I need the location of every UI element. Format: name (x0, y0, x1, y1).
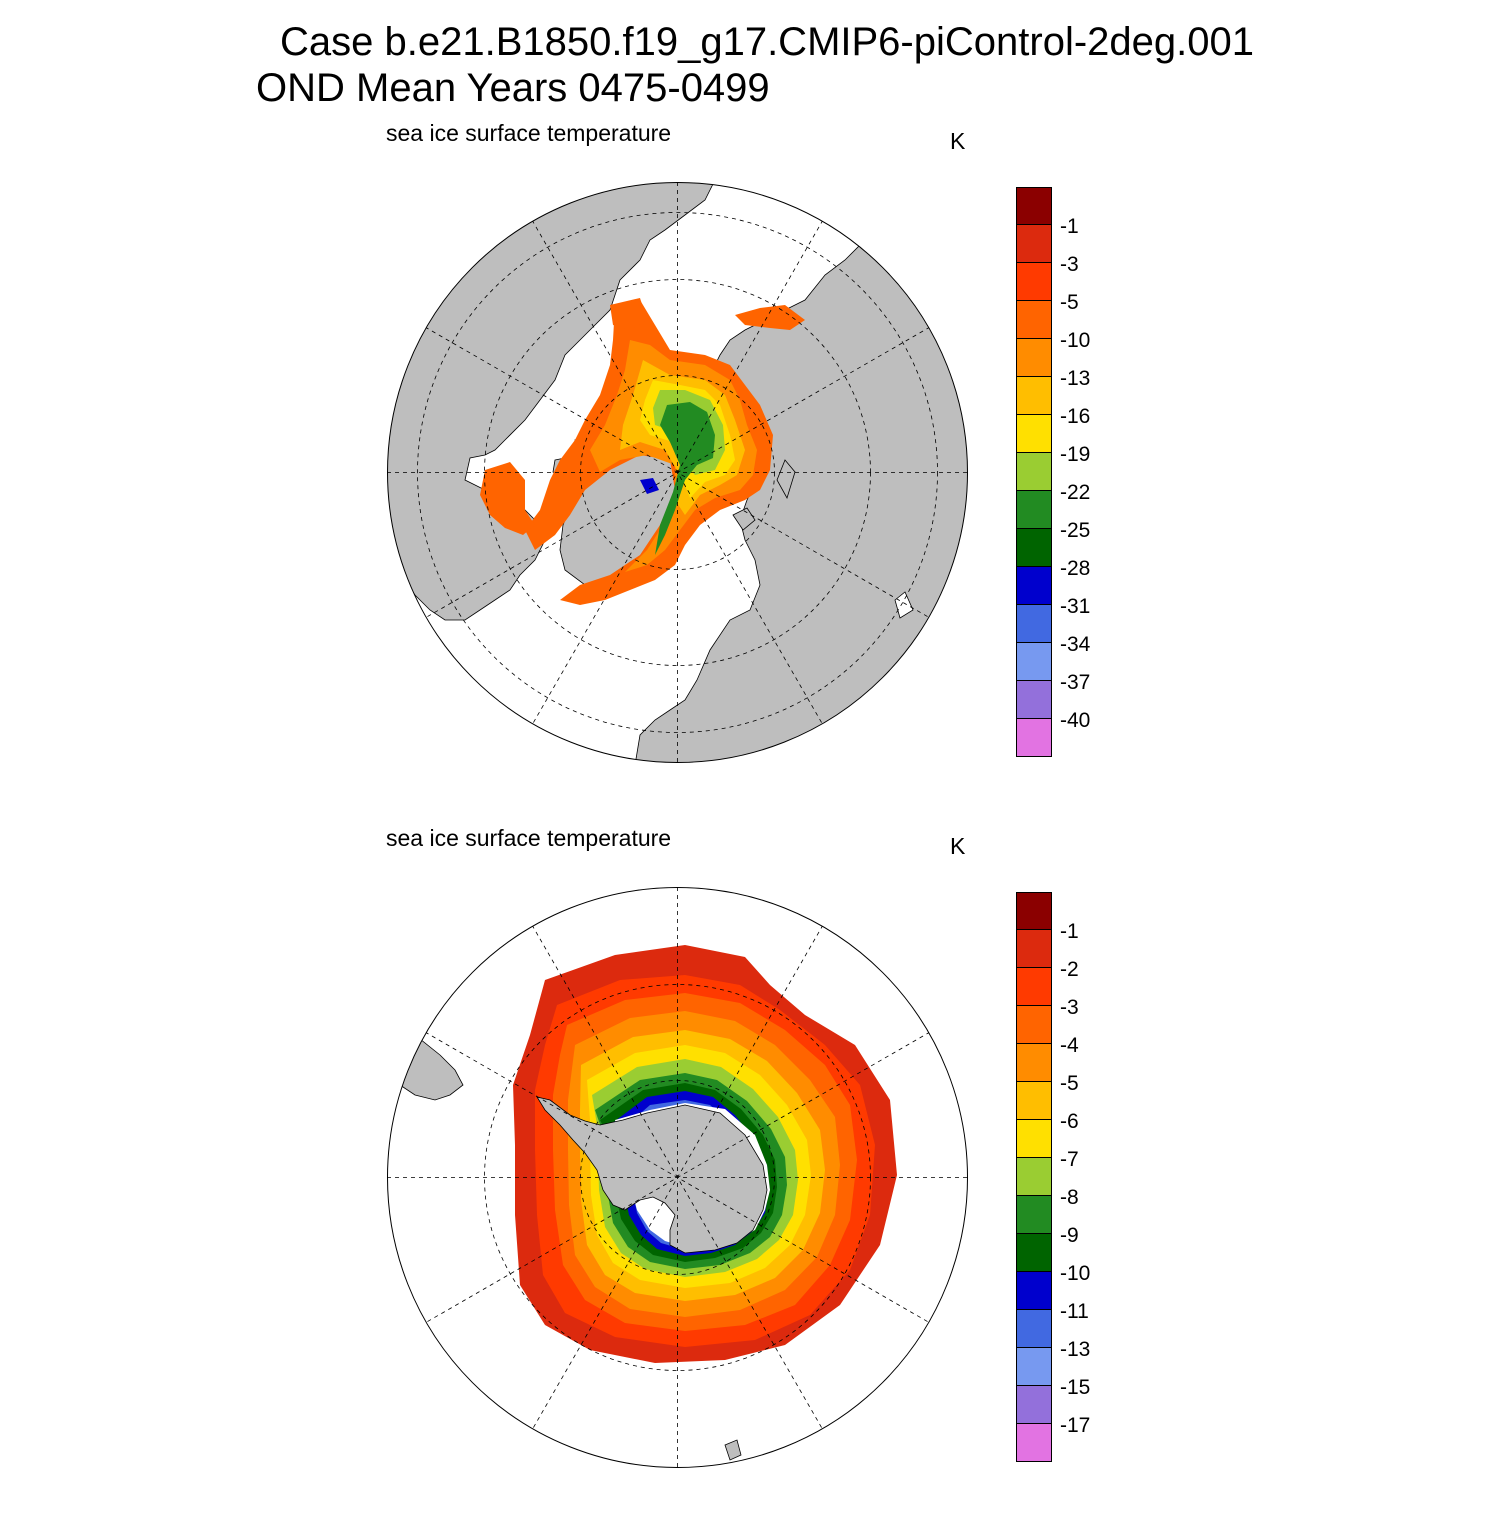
colorbar-swatch (1016, 1348, 1052, 1386)
units-label: K (950, 833, 966, 859)
colorbar-swatch (1016, 415, 1052, 453)
colorbar-tick-label: -25 (1060, 519, 1091, 542)
colorbar-swatch (1016, 263, 1052, 301)
colorbar-tick-label: -7 (1060, 1148, 1079, 1171)
north-hemisphere-panel: sea ice surface temperature K (0, 110, 1500, 810)
colorbar-swatch (1016, 187, 1052, 225)
colorbar-swatch (1016, 892, 1052, 930)
colorbar-tick-label: -10 (1060, 329, 1091, 352)
colorbar-tick-label: -22 (1060, 481, 1091, 504)
colorbar-swatch (1016, 1310, 1052, 1348)
panel-subtitle: sea ice surface temperature (386, 120, 672, 146)
colorbar-swatch (1016, 225, 1052, 263)
colorbar-tick-label: -6 (1060, 1110, 1079, 1133)
colorbar-tick-label: -9 (1060, 1224, 1079, 1247)
colorbar-swatch (1016, 1120, 1052, 1158)
colorbar-tick-label: -37 (1060, 671, 1091, 694)
ice-okhotsk (735, 305, 805, 330)
colorbar-swatch (1016, 605, 1052, 643)
colorbar-tick-label: -2 (1060, 958, 1079, 981)
graticule (387, 182, 968, 763)
colorbar-tick-label: -19 (1060, 443, 1091, 466)
colorbar-tick-label: -28 (1060, 557, 1091, 580)
colorbar-swatch (1016, 301, 1052, 339)
colorbar-swatch (1016, 930, 1052, 968)
colorbar-swatch (1016, 643, 1052, 681)
colorbar-tick-label: -11 (1060, 1300, 1089, 1323)
antarctica-land (536, 1096, 768, 1254)
colorbar-tick-label: -15 (1060, 1376, 1091, 1399)
colorbar-tick-label: -34 (1060, 633, 1091, 656)
colorbar (1016, 892, 1052, 1462)
map-boundary (387, 182, 968, 763)
colorbar-tick-label: -13 (1060, 367, 1091, 390)
ice-hudson (480, 462, 535, 535)
colorbar-tick-label: -17 (1060, 1414, 1091, 1437)
colorbar-swatch (1016, 1044, 1052, 1082)
antarctic-polar-map (387, 887, 968, 1468)
colorbar-tick-label: -10 (1060, 1262, 1091, 1285)
colorbar-tick-label: -13 (1060, 1338, 1091, 1361)
colorbar-tick-label: -3 (1060, 253, 1079, 276)
ice-band-7 (640, 478, 659, 494)
colorbar-swatch (1016, 1006, 1052, 1044)
colorbar-swatch (1016, 491, 1052, 529)
colorbar-swatch (1016, 719, 1052, 757)
colorbar-tick-label: -40 (1060, 709, 1091, 732)
graticule (387, 887, 968, 1468)
arctic-polar-map (387, 182, 968, 763)
colorbar-swatch (1016, 1424, 1052, 1462)
south-hemisphere-panel: sea ice surface temperature K (0, 815, 1500, 1515)
sea-ice-field (480, 298, 805, 605)
units-label: K (950, 128, 966, 154)
colorbar-swatch (1016, 1082, 1052, 1120)
ice-bering (610, 298, 647, 330)
colorbar-swatch (1016, 1234, 1052, 1272)
colorbar-swatch (1016, 1386, 1052, 1424)
colorbar-swatch (1016, 377, 1052, 415)
colorbar-tick-label: -1 (1060, 215, 1079, 238)
figure-title-line-2: OND Mean Years 0475-0499 (256, 66, 770, 110)
colorbar-tick-label: -16 (1060, 405, 1091, 428)
colorbar-tick-label: -1 (1060, 920, 1079, 943)
ice-band-6 (655, 402, 715, 555)
figure-title-line-1: Case b.e21.B1850.f19_g17.CMIP6-piControl… (280, 20, 1254, 64)
colorbar-tick-label: -8 (1060, 1186, 1079, 1209)
colorbar-tick-label: -5 (1060, 1072, 1079, 1095)
colorbar-swatch (1016, 1196, 1052, 1234)
colorbar-swatch (1016, 681, 1052, 719)
panel-subtitle: sea ice surface temperature (386, 825, 672, 851)
colorbar-swatch (1016, 1158, 1052, 1196)
map-boundary (387, 887, 968, 1468)
colorbar-tick-label: -4 (1060, 1034, 1079, 1057)
colorbar-swatch (1016, 529, 1052, 567)
colorbar-tick-label: -3 (1060, 996, 1079, 1019)
colorbar-swatch (1016, 968, 1052, 1006)
colorbar-tick-label: -5 (1060, 291, 1079, 314)
colorbar-swatch (1016, 453, 1052, 491)
colorbar-swatch (1016, 1272, 1052, 1310)
colorbar (1016, 187, 1052, 757)
colorbar-tick-label: -31 (1060, 595, 1091, 618)
colorbar-swatch (1016, 567, 1052, 605)
colorbar-swatch (1016, 339, 1052, 377)
